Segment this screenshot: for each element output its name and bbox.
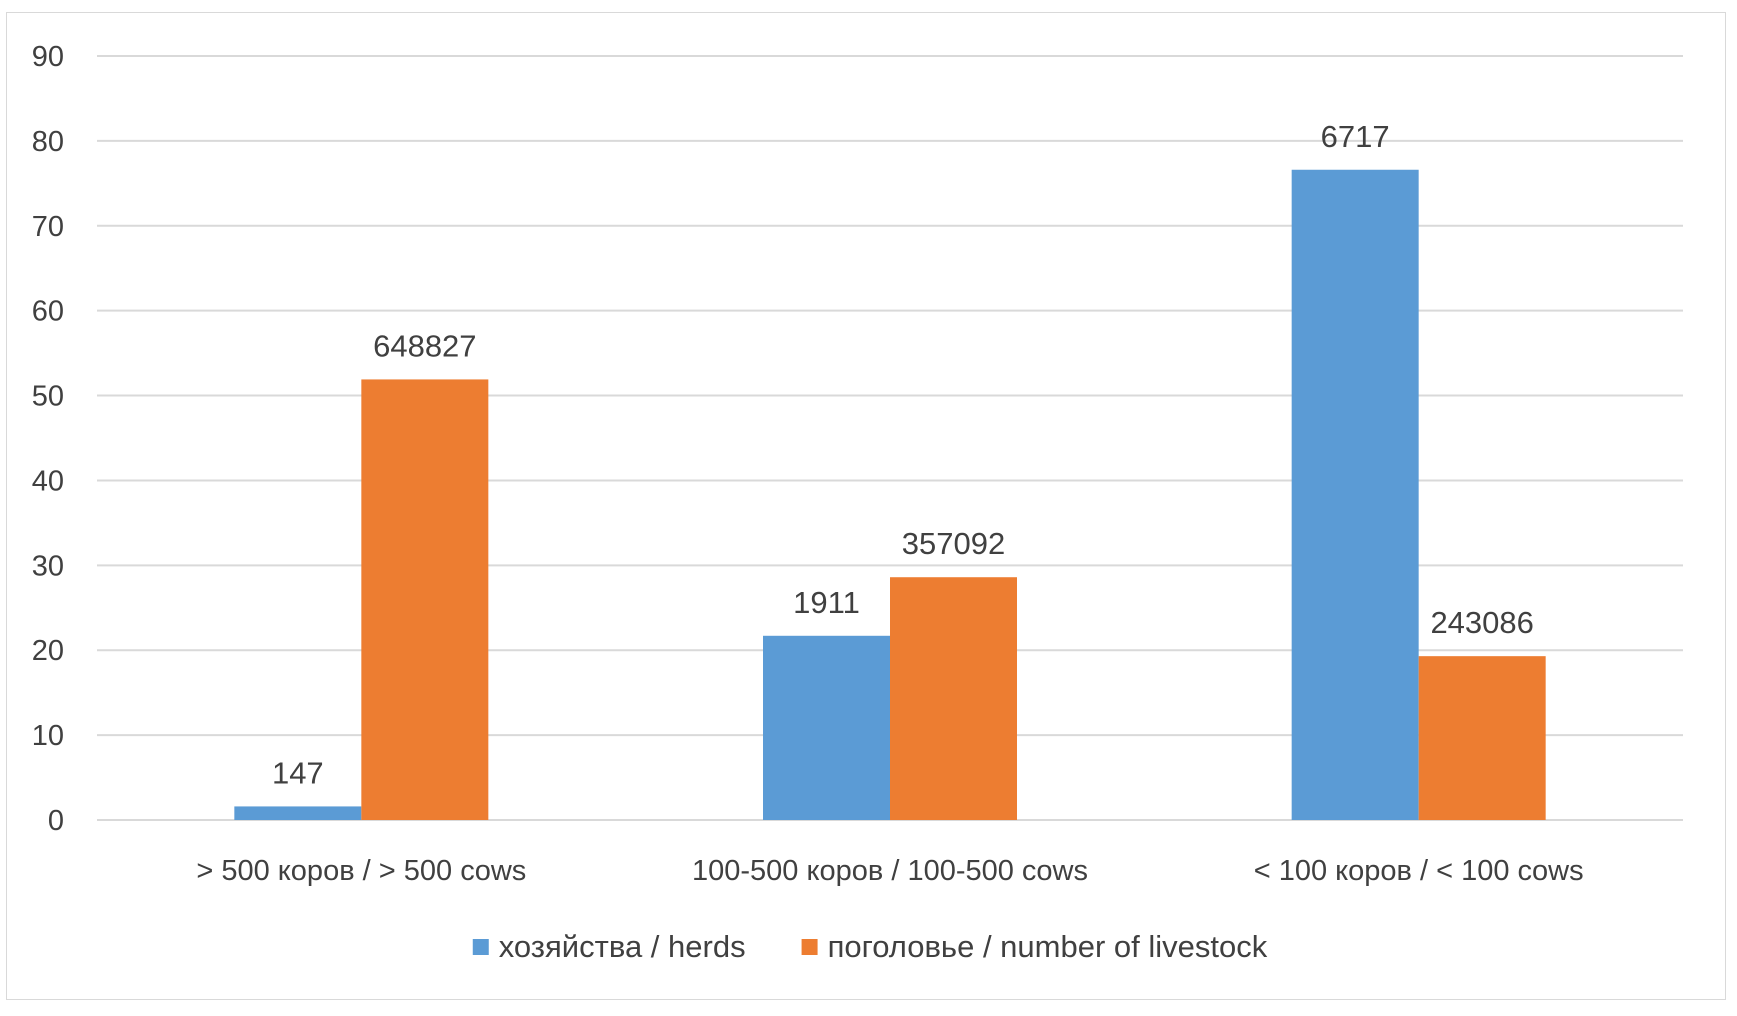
y-tick-label: 50 [32, 381, 64, 413]
y-tick-label: 0 [48, 805, 64, 837]
x-category-label: 100-500 коров / 100-500 cows [692, 855, 1088, 887]
chart-frame [6, 12, 1726, 1000]
y-tick-label: 90 [32, 41, 64, 73]
y-tick-label: 10 [32, 720, 64, 752]
bars [234, 169, 1546, 821]
y-tick-label: 20 [32, 635, 64, 667]
legend-label: поголовье / number of livestock [828, 929, 1268, 964]
x-category-label: > 500 коров / > 500 cows [196, 855, 526, 887]
bar [763, 635, 890, 820]
y-tick-label: 80 [32, 126, 64, 158]
legend-label: хозяйства / herds [499, 929, 746, 964]
data-label: 147 [272, 755, 324, 790]
x-category-label: < 100 коров / < 100 cows [1254, 855, 1584, 887]
x-axis-categories: > 500 коров / > 500 cows 100-500 коров / … [196, 855, 1583, 887]
y-tick-label: 30 [32, 550, 64, 582]
data-label: 1911 [793, 585, 860, 620]
data-labels: 147 648827 1911 357092 6717 243086 [272, 119, 1534, 791]
y-tick-label: 60 [32, 296, 64, 328]
bar [361, 379, 489, 820]
y-axis-ticks: 0 10 20 30 40 50 60 70 80 90 [32, 41, 64, 837]
legend-swatch [472, 939, 489, 955]
data-label: 243086 [1430, 605, 1533, 640]
data-label: 648827 [373, 328, 476, 363]
legend: хозяйства / herds поголовье / number of l… [472, 929, 1268, 964]
data-label: 6717 [1321, 119, 1390, 154]
legend-swatch [801, 939, 818, 955]
y-tick-label: 40 [32, 465, 64, 497]
data-label: 357092 [902, 526, 1005, 561]
bar [1291, 169, 1419, 821]
bar [234, 806, 362, 820]
bar [1418, 656, 1546, 820]
bar [890, 577, 1017, 820]
y-tick-label: 70 [32, 211, 64, 243]
